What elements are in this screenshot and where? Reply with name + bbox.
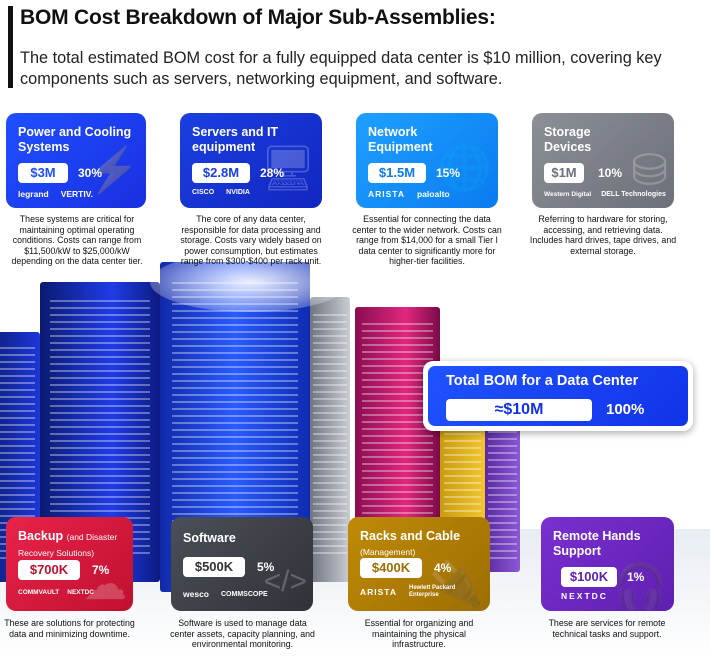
cost-percent: 5% (257, 560, 275, 574)
card-title-note: (Management) (360, 547, 416, 557)
cost-percent: 15% (436, 166, 461, 180)
cost-pill: $400K (360, 558, 422, 578)
cost-percent: 7% (92, 563, 110, 577)
remote-hands-card: 🎧 Remote Hands Support $100K 1% NEXTDC (541, 517, 674, 611)
card-title-text: Backup (18, 529, 64, 543)
software-description: Software is used to manage data center a… (170, 618, 315, 649)
cost-pill: $1M (544, 163, 584, 183)
card-title-note: (and Disaster Recovery Solutions) (18, 532, 118, 558)
lightning-icon: ⚡ (85, 146, 140, 195)
commvault-logo: COMMVAULT (18, 589, 60, 596)
nextdc-logo: NEXTDC (561, 591, 608, 601)
card-title: Power and Cooling Systems (18, 125, 132, 154)
network-card: 🌐 Network Equipment $1.5M 15% ARISTA pal… (356, 113, 498, 208)
page-subtitle: The total estimated BOM cost for a fully… (20, 49, 662, 88)
arista-logo: ARISTA (360, 587, 398, 597)
database-icon: ⛁ (631, 146, 668, 195)
servers-description: The core of any data center, responsible… (180, 214, 322, 266)
card-title: Backup (and Disaster Recovery Solutions) (18, 529, 128, 561)
cost-percent: 4% (434, 561, 452, 575)
western-digital-logo: Western Digital (544, 191, 592, 198)
total-title: Total BOM for a Data Center (446, 373, 639, 389)
card-title: Network Equipment (368, 125, 433, 154)
hpe-logo: Hewlett Packard Enterprise (409, 585, 456, 598)
cost-pill: $700K (18, 560, 80, 580)
network-description: Essential for connecting the data center… (352, 214, 502, 266)
card-title: Storage Devices (544, 125, 592, 154)
storage-description: Referring to hardware for storing, acces… (529, 214, 677, 256)
storage-card: ⛁ Storage Devices $1M 10% Western Digita… (532, 113, 674, 208)
cost-percent: 28% (260, 166, 285, 180)
monitor-icon: 🖥 (260, 144, 316, 193)
power-cooling-description: These systems are critical for maintaini… (11, 214, 143, 266)
headset-icon: 🎧 (613, 562, 668, 611)
cisco-logo: CISCO (192, 189, 215, 196)
power-cooling-card: ⚡ Power and Cooling Systems $3M 30% legr… (6, 113, 146, 208)
card-title: Remote Hands Support (553, 529, 641, 558)
servers-card: 🖥 Servers and IT equipment $2.8M 28% CIS… (180, 113, 322, 208)
racks-cable-description: Essential for organizing and maintaining… (364, 618, 474, 649)
dell-logo: DELL Technologies (601, 191, 666, 198)
backup-description: These are solutions for protecting data … (4, 618, 135, 639)
legrand-logo: legrand (18, 189, 49, 199)
arista-logo: ARISTA (368, 189, 406, 199)
total-bom-box: Total BOM for a Data Center ≈$10M 100% (423, 361, 693, 431)
cost-percent: 1% (627, 570, 645, 584)
cloud-upload-icon: ☁ (83, 560, 127, 609)
light-glow (150, 262, 350, 312)
vendor-logos: wesco COMMSCOPE (183, 589, 268, 599)
software-card: </> Software $500K 5% wesco COMMSCOPE (171, 517, 313, 611)
vendor-logos: CISCO NVIDIA (192, 189, 250, 196)
vendor-logos: Western Digital DELL Technologies (544, 191, 666, 198)
vertiv-logo: VERTIV. (60, 189, 93, 199)
code-gear-icon: </> (263, 565, 307, 598)
backup-card: ☁ Backup (and Disaster Recovery Solution… (6, 517, 133, 611)
card-title: Racks and Cable (Management) (360, 529, 480, 560)
cost-pill: $100K (561, 567, 617, 587)
nextdc-logo: NEXTDC (67, 589, 95, 596)
card-title: Servers and IT equipment (192, 125, 279, 154)
globe-icon: 🌐 (437, 144, 492, 193)
card-title-text: Racks and Cable (360, 529, 461, 543)
title-accent-bar (8, 6, 13, 88)
commscope-logo: COMMSCOPE (221, 590, 268, 598)
vendor-logos: ARISTA paloalto (368, 189, 450, 199)
cable-icon: 🔌 (429, 560, 484, 609)
server-rack (485, 422, 520, 572)
server-rack (310, 297, 350, 582)
racks-cable-card: 🔌 Racks and Cable (Management) $400K 4% … (348, 517, 490, 611)
cost-pill: $3M (18, 163, 68, 183)
card-title: Software (183, 531, 236, 545)
vendor-logos: ARISTA Hewlett Packard Enterprise (360, 585, 459, 599)
total-value: ≈$10M (446, 399, 592, 421)
wesco-logo: wesco (183, 589, 209, 599)
remote-hands-description: These are services for remote technical … (548, 618, 666, 639)
cost-pill: $500K (183, 557, 245, 577)
nvidia-logo: NVIDIA (226, 189, 250, 196)
cost-percent: 30% (78, 166, 103, 180)
vendor-logos: COMMVAULT NEXTDC (18, 589, 94, 596)
cost-percent: 10% (598, 166, 623, 180)
cost-pill: $1.5M (368, 163, 426, 183)
cost-pill: $2.8M (192, 163, 250, 183)
total-percent: 100% (606, 401, 645, 418)
paloalto-logo: paloalto (417, 189, 450, 199)
vendor-logos: legrand VERTIV. (18, 189, 93, 199)
page-title: BOM Cost Breakdown of Major Sub-Assembli… (20, 6, 496, 29)
vendor-logos: NEXTDC (561, 591, 608, 601)
